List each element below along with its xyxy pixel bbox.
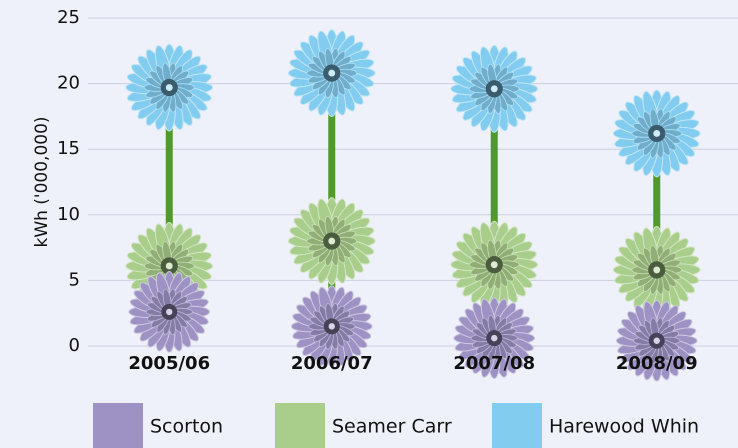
flower [451, 221, 538, 308]
flower-highlight [329, 323, 335, 329]
flower-highlight [328, 70, 335, 77]
y-tick-label: 10 [57, 204, 80, 225]
legend-label: Harewood Whin [549, 416, 699, 438]
flower [288, 30, 375, 117]
flower-highlight [328, 238, 335, 245]
legend-swatch [492, 403, 542, 448]
legend-swatch [275, 403, 325, 448]
y-axis-label: kWh ('000,000) [32, 116, 52, 247]
legend-swatch [93, 403, 143, 448]
flower [613, 90, 700, 177]
x-tick-label: 2005/06 [128, 353, 210, 374]
y-tick-label: 5 [69, 269, 80, 290]
flower [451, 45, 538, 132]
legend-label: Seamer Carr [332, 416, 452, 438]
flower-highlight [166, 263, 173, 270]
x-tick-label: 2008/09 [616, 353, 698, 374]
flower-highlight [654, 338, 660, 344]
y-tick-label: 20 [57, 73, 80, 94]
flower [129, 271, 210, 352]
x-tick-label: 2007/08 [453, 353, 535, 374]
flower-highlight [491, 261, 498, 268]
flower-highlight [166, 84, 173, 91]
flower-highlight [491, 85, 498, 92]
flower [288, 198, 375, 285]
x-tick-label: 2006/07 [291, 353, 373, 374]
flower [126, 44, 213, 131]
y-tick-label: 25 [57, 7, 80, 28]
flower-highlight [653, 130, 660, 137]
chart: kWh ('000,000) 0 5 10 15 20 25 2005/06 2006/07 2… [0, 0, 738, 448]
flower-highlight [653, 266, 660, 273]
legend-label: Scorton [150, 416, 223, 438]
y-tick-label: 15 [57, 138, 80, 159]
y-tick-label: 0 [69, 335, 80, 356]
flower-highlight [166, 309, 172, 315]
flower-highlight [491, 335, 497, 341]
